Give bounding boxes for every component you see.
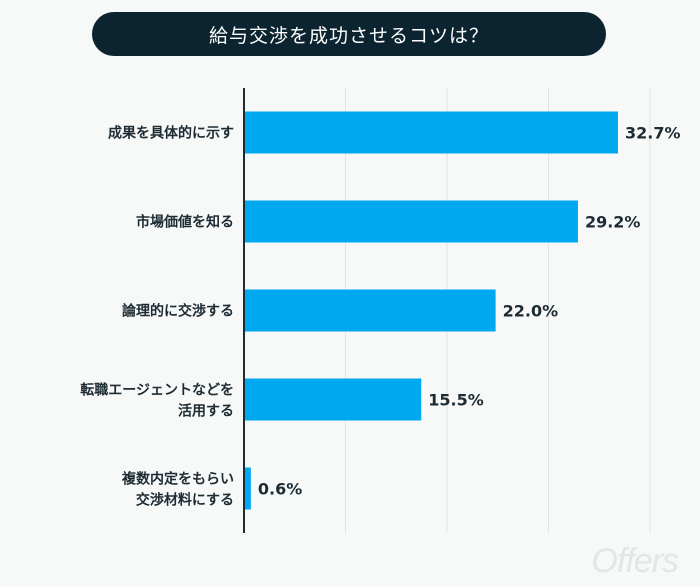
bar bbox=[244, 200, 578, 243]
chart-title: 給与交渉を成功させるコツは？ bbox=[92, 12, 606, 56]
data-label: 0.6% bbox=[258, 480, 302, 499]
category-label: 複数内定をもらい交渉材料にする bbox=[121, 471, 234, 509]
data-label: 22.0% bbox=[503, 302, 559, 321]
offers-logo: Offers bbox=[591, 542, 679, 580]
category-label: 成果を具体的に示す bbox=[108, 125, 234, 142]
category-label: 市場価値を知る bbox=[136, 214, 234, 231]
category-label: 転職エージェントなどを活用する bbox=[80, 382, 234, 420]
data-label: 15.5% bbox=[428, 391, 484, 410]
bar bbox=[244, 111, 618, 154]
data-label: 29.2% bbox=[585, 213, 641, 232]
category-label: 論理的に交渉する bbox=[122, 303, 234, 320]
bar bbox=[244, 467, 251, 510]
bar bbox=[244, 289, 496, 332]
data-label: 32.7% bbox=[625, 124, 681, 143]
bar bbox=[244, 378, 422, 421]
